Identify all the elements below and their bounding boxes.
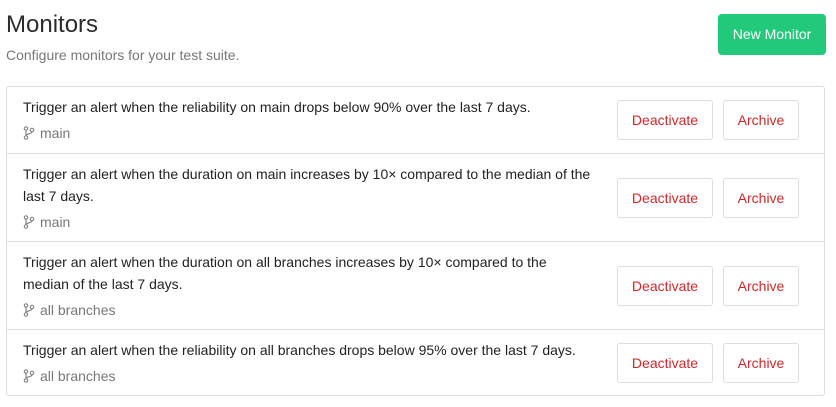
monitor-actions: Deactivate Archive [617, 100, 799, 140]
git-branch-icon [23, 126, 35, 140]
monitor-actions: Deactivate Archive [617, 343, 799, 383]
archive-button[interactable]: Archive [723, 178, 799, 218]
monitor-branch: main [23, 124, 70, 142]
monitor-actions: Deactivate Archive [617, 178, 799, 218]
monitor-branch: all branches [23, 367, 116, 385]
monitor-item: Trigger an alert when the duration on al… [7, 241, 824, 329]
monitor-actions: Deactivate Archive [617, 266, 799, 306]
monitor-item: Trigger an alert when the reliability on… [7, 87, 824, 153]
page-title: Monitors [6, 11, 99, 38]
monitor-description: Trigger an alert when the duration on al… [23, 254, 547, 292]
monitor-branch: all branches [23, 301, 116, 319]
monitor-branch: main [23, 213, 70, 231]
git-branch-icon [23, 303, 35, 317]
page-header: Monitors Configure monitors for your tes… [0, 0, 836, 90]
monitor-item: Trigger an alert when the reliability on… [7, 329, 824, 395]
monitor-description: Trigger an alert when the reliability on… [23, 342, 576, 358]
new-monitor-button[interactable]: New Monitor [718, 14, 826, 55]
monitor-item: Trigger an alert when the duration on ma… [7, 153, 824, 241]
branch-label: main [40, 125, 71, 141]
git-branch-icon [23, 369, 35, 383]
branch-label: main [40, 214, 71, 230]
monitor-description: Trigger an alert when the reliability on… [23, 99, 531, 115]
git-branch-icon [23, 215, 35, 229]
archive-button[interactable]: Archive [723, 100, 799, 140]
archive-button[interactable]: Archive [723, 343, 799, 383]
archive-button[interactable]: Archive [723, 266, 799, 306]
branch-label: all branches [40, 368, 116, 384]
deactivate-button[interactable]: Deactivate [617, 266, 713, 306]
page-subtitle: Configure monitors for your test suite. [6, 47, 240, 63]
branch-label: all branches [40, 302, 116, 318]
monitor-description: Trigger an alert when the duration on ma… [23, 166, 591, 204]
deactivate-button[interactable]: Deactivate [617, 178, 713, 218]
deactivate-button[interactable]: Deactivate [617, 100, 713, 140]
monitor-list: Trigger an alert when the reliability on… [6, 86, 825, 396]
deactivate-button[interactable]: Deactivate [617, 343, 713, 383]
